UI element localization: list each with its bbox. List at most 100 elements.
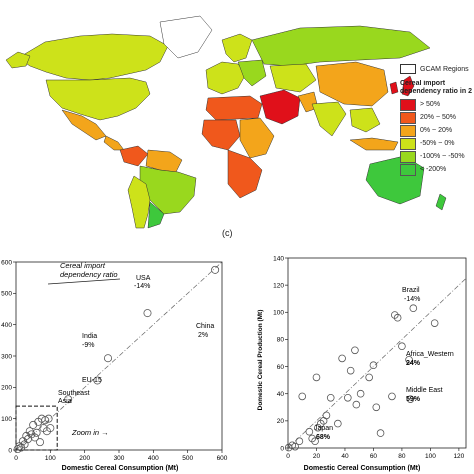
plot-frame (287, 257, 467, 449)
legend-swatch (400, 150, 416, 163)
data-point (29, 420, 38, 429)
data-point (352, 400, 361, 409)
region-mexico (61, 109, 107, 141)
annotation-zoom: Zoom in → (71, 428, 109, 437)
data-point (308, 434, 317, 443)
region-alaska (5, 51, 31, 69)
legend-item-label: 0% ~ 20% (420, 127, 453, 134)
data-point (391, 311, 399, 319)
x-tick-label: 0 (14, 455, 18, 462)
region-central-asia (269, 63, 317, 93)
annotation-india-name: India (82, 333, 97, 340)
y-tick-label: 200 (1, 385, 12, 392)
region-india (311, 101, 347, 137)
region-africa-eastern (239, 117, 275, 159)
data-point (104, 354, 113, 363)
legend-swatch (400, 111, 416, 124)
region-china (315, 61, 389, 107)
data-point (64, 395, 73, 404)
data-point (298, 392, 307, 401)
legend-item: > 50% (400, 98, 474, 111)
legend-region-label: GCAM Regions (420, 65, 469, 73)
region-southeast-asia (349, 107, 381, 133)
data-point (365, 373, 373, 382)
data-point (46, 424, 55, 433)
region-africa-western (201, 119, 241, 151)
y-tick-label: 400 (1, 322, 12, 329)
x-tick-label: 60 (370, 453, 378, 460)
x-tick-label: 20 (313, 453, 321, 460)
legend-item: -50% ~ 0% (400, 137, 474, 150)
legend-region-box (400, 64, 416, 74)
data-point (32, 428, 41, 437)
annotation-japan-name: Japan (314, 425, 333, 432)
legend-item: 0% ~ 20% (400, 124, 474, 137)
legend-title-line1: Cereal import (400, 80, 446, 87)
x-tick-label: 300 (114, 455, 125, 462)
data-point (93, 376, 102, 385)
data-point (44, 414, 53, 423)
y-tick-label: 0 (280, 445, 284, 452)
y-tick-label: 600 (1, 259, 12, 266)
annotation-ratio-line2: dependency ratio (60, 270, 118, 279)
data-point (326, 393, 335, 402)
legend-swatch (400, 98, 416, 111)
x-tick-label: 120 (453, 453, 464, 460)
annotation-china-name: China (196, 323, 214, 330)
legend-item-label: -50% ~ 0% (420, 140, 455, 147)
data-point (291, 442, 299, 451)
legend-swatch (400, 137, 416, 150)
y-tick-label: 0 (8, 447, 12, 454)
y-tick-label: 40 (277, 391, 285, 398)
region-greenland (159, 15, 213, 59)
annotation-ratio-underline (47, 278, 121, 285)
legend-items: > 50% 20% ~ 50% 0% ~ 20% -50% ~ 0% -100%… (400, 98, 474, 176)
data-point (430, 319, 439, 327)
panel-label: (c) (222, 228, 233, 238)
y-tick-label: 80 (277, 337, 285, 344)
region-indonesia (349, 137, 399, 151)
data-point (376, 429, 385, 437)
legend-swatch (400, 124, 416, 137)
region-central-america (103, 135, 125, 151)
y-tick-label: 500 (1, 291, 12, 298)
scatter-chart-right: 0 20 40 60 80 100 120 0 20 40 60 80 100 120 140 Brazil… (257, 255, 467, 472)
region-europe-east (237, 59, 267, 87)
right-x-axis-label: Domestic Cereal Consumption (Mt) (304, 465, 421, 472)
data-point (316, 419, 325, 428)
annotation-sea-name2: Asia (58, 398, 72, 405)
data-point (346, 366, 355, 375)
region-africa-southern (227, 149, 263, 199)
legend-swatch (400, 163, 416, 176)
legend-item: < -200% (400, 163, 474, 176)
data-point (30, 433, 39, 442)
data-point (334, 419, 342, 428)
y-tick-label: 60 (277, 364, 285, 371)
data-point (338, 354, 346, 363)
annotation-ratio-line1: Cereal import (60, 261, 106, 270)
scatter-chart-left: 0 100 200 300 400 500 600 0 100 200 300 400 500 600 C… (1, 259, 228, 472)
region-scandinavia (221, 33, 253, 63)
y-tick-label: 300 (1, 353, 12, 360)
map-legend: GCAM Regions Cereal import dependency ra… (400, 64, 474, 176)
annotation-china-value: 2% (198, 332, 208, 339)
region-canada (17, 33, 169, 81)
data-point (406, 395, 415, 403)
data-point (372, 403, 381, 412)
annotation-japan-value: 68% (316, 434, 331, 441)
one-to-one-line (287, 278, 467, 449)
region-middle-east (259, 89, 301, 125)
legend-item-label: -100% ~ -50% (420, 153, 465, 160)
x-tick-label: 80 (398, 453, 406, 460)
y-tick-label: 100 (1, 416, 12, 423)
region-korea (389, 81, 399, 95)
annotation-brazil-name: Brazil (402, 287, 420, 294)
annotation-me-name: Middle East (406, 387, 443, 394)
x-tick-label: 200 (79, 455, 90, 462)
data-point (311, 437, 319, 446)
annotation-africa-name: Africa_Western (406, 351, 454, 358)
x-tick-label: 100 (45, 455, 56, 462)
data-point (322, 411, 331, 420)
legend-item: -100% ~ -50% (400, 150, 474, 163)
region-usa (45, 77, 151, 121)
